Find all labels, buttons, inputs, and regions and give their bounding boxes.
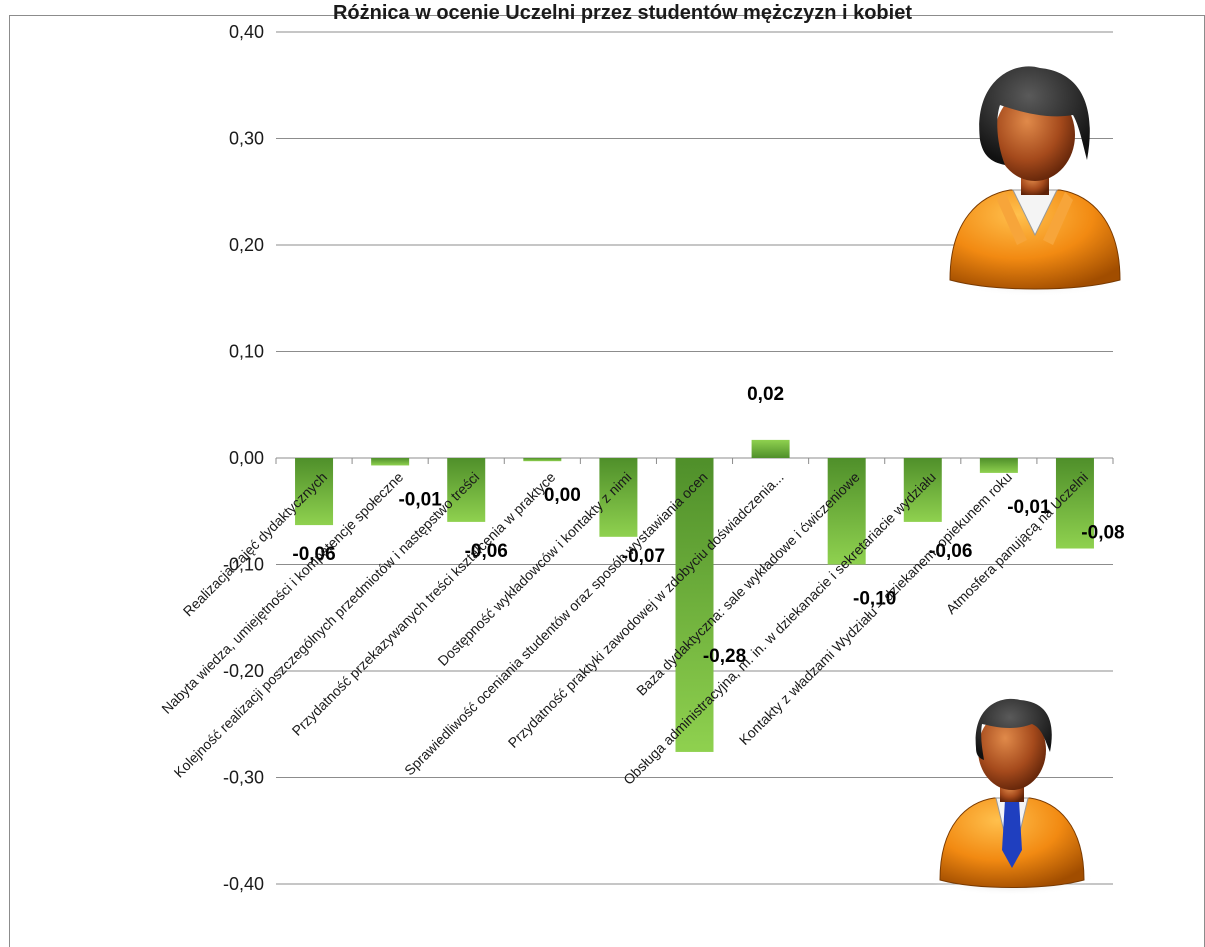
- bar: [599, 458, 638, 537]
- y-tick-label: 0,20: [229, 235, 264, 255]
- y-axis-ticks: 0,40 0,30 0,20 0,10 0,00 -0,10 -0,20 -0,30 -0,40: [223, 22, 264, 894]
- bar: [295, 458, 334, 526]
- y-tick-label: 0,40: [229, 22, 264, 42]
- bars: [295, 439, 1094, 752]
- data-label: 0,00: [544, 485, 581, 506]
- bar: [1055, 458, 1094, 549]
- male-user-icon: [927, 698, 1097, 896]
- bar: [751, 439, 790, 458]
- data-label: -0,06: [929, 541, 972, 562]
- bar: [523, 458, 562, 462]
- y-tick-label: 0,00: [229, 448, 264, 468]
- chart-title: Różnica w ocenie Uczelni przez studentów…: [332, 2, 912, 24]
- data-label: -0,10: [853, 589, 896, 610]
- y-tick-label: -0,40: [223, 874, 264, 894]
- data-label: -0,01: [1007, 497, 1051, 518]
- data-labels: -0,06 -0,01 -0,06 0,00 -0,07 -0,28 0,02 -0,10 -0…: [292, 384, 1124, 667]
- female-user-icon: [940, 66, 1130, 297]
- data-label: -0,06: [465, 541, 508, 562]
- y-tick-label: 0,30: [229, 129, 264, 149]
- y-tick-label: -0,30: [223, 768, 264, 788]
- bar: [979, 458, 1018, 473]
- category-label: Przydatność praktyki zawodowej w zdobyci…: [505, 469, 787, 751]
- category-label: Kontakty z władzami Wydziału – dziekanem…: [736, 469, 1015, 748]
- bar: [827, 458, 866, 565]
- bar: [447, 458, 486, 522]
- data-label: 0,02: [747, 384, 784, 405]
- data-label: -0,08: [1081, 523, 1124, 544]
- bar: [903, 458, 942, 522]
- data-label: -0,07: [622, 546, 665, 567]
- data-label: -0,28: [703, 646, 746, 667]
- bar: [675, 458, 714, 752]
- data-label: -0,01: [398, 489, 442, 510]
- y-tick-label: -0,10: [223, 555, 264, 575]
- data-label: -0,06: [292, 544, 335, 565]
- bar: [371, 458, 410, 466]
- y-tick-label: 0,10: [229, 342, 264, 362]
- y-tick-label: -0,20: [223, 661, 264, 681]
